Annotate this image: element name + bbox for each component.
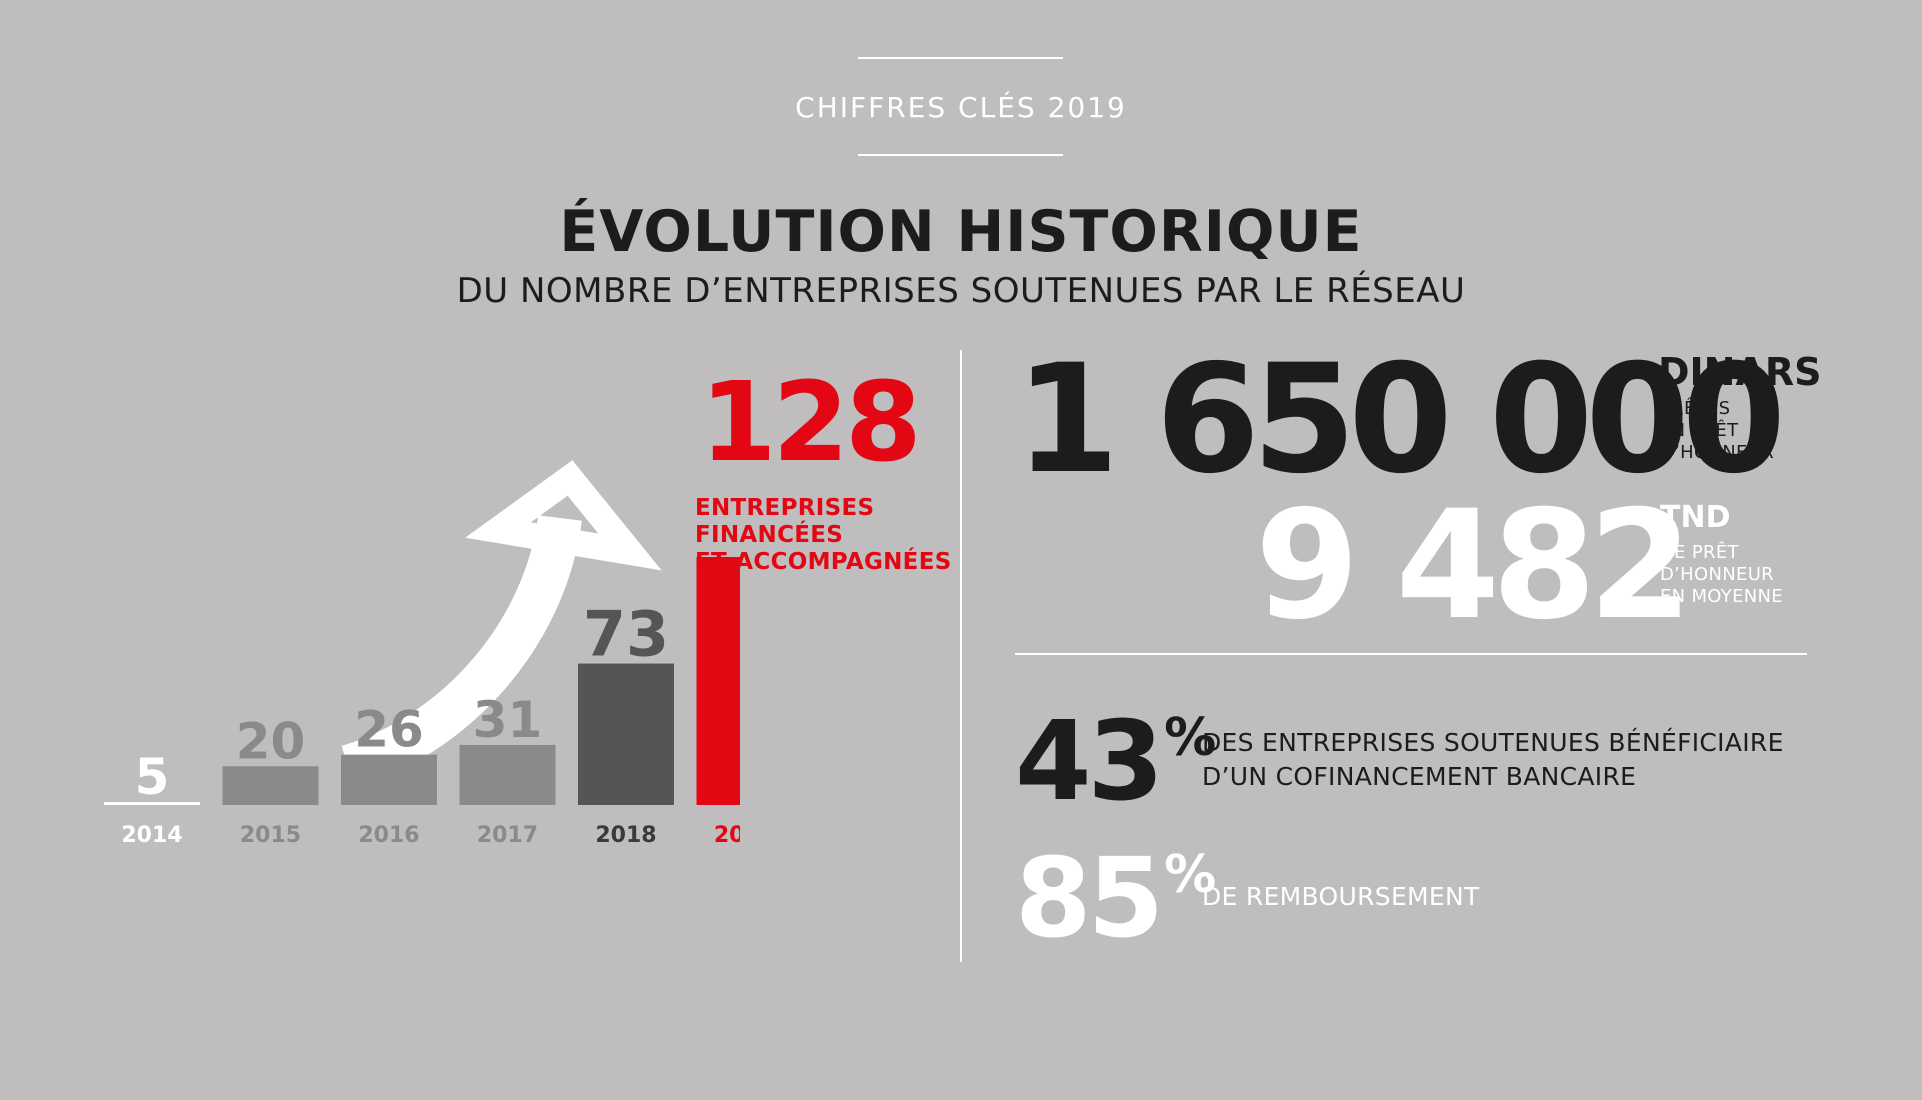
value-label-2018: 73	[583, 598, 669, 671]
value-label-2017: 31	[473, 691, 543, 749]
tick-label-2019: 2019	[714, 823, 740, 848]
header-top-rule	[858, 57, 1063, 59]
value-label-2015: 20	[236, 712, 306, 770]
average-unit: TND	[1660, 500, 1731, 535]
value-label-2016: 26	[354, 701, 424, 759]
bar-2015	[222, 766, 319, 805]
highlight-label-line: FINANCÉES	[695, 522, 844, 548]
repayment-caption-line: DE REMBOURSEMENT	[1202, 882, 1480, 911]
highlight-value: 128	[700, 358, 922, 486]
highlight-label: ENTREPRISES FINANCÉES ET ACCOMPAGNÉES	[695, 495, 952, 576]
bar-chart: 5 2014 20 2015 26 2016 31 2017 73 2018 2019	[104, 460, 740, 848]
tick-label-2018: 2018	[595, 823, 656, 848]
bar-2016	[341, 754, 437, 805]
average-caption-line: DE PRÊT	[1660, 542, 1739, 563]
header-label: CHIFFRES CLÉS 2019	[795, 91, 1127, 124]
average-value: 9 482	[1255, 479, 1693, 653]
page-subtitle: DU NOMBRE D’ENTREPRISES SOUTENUES PAR LE…	[456, 271, 1466, 311]
tick-label-2014: 2014	[121, 823, 182, 848]
average-caption-line: D’HONNEUR	[1660, 564, 1774, 585]
tick-label-2015: 2015	[240, 823, 301, 848]
repayment-caption: DE REMBOURSEMENT	[1202, 880, 1480, 914]
vertical-divider	[960, 350, 962, 962]
tick-label-2017: 2017	[477, 823, 538, 848]
cofinancing-percentage: 43%	[1015, 683, 1216, 816]
percent-sign: %	[1164, 845, 1217, 905]
upward-trend-arrow-icon	[341, 460, 662, 789]
bar-2019	[696, 557, 740, 805]
value-label-2014: 5	[135, 748, 170, 806]
bar-2017	[459, 744, 556, 805]
repayment-percentage: 85%	[1015, 820, 1216, 953]
amount-caption-line: PRÊTÉS	[1660, 398, 1731, 419]
page-title: ÉVOLUTION HISTORIQUE	[559, 199, 1363, 265]
highlight-label-line: ET ACCOMPAGNÉES	[695, 549, 952, 575]
cofinancing-caption-line: D’UN COFINANCEMENT BANCAIRE	[1202, 762, 1637, 791]
amount-unit: DINARS	[1658, 350, 1822, 394]
amount-caption-line: D’HONNEUR	[1660, 442, 1774, 463]
header-bottom-rule	[858, 154, 1063, 156]
bar-2018	[578, 663, 674, 805]
average-caption-line: EN MOYENNE	[1660, 586, 1783, 607]
amount-caption: PRÊTÉS EN PRÊT D’HONNEUR	[1660, 398, 1774, 464]
repayment-value: 85	[1015, 834, 1164, 962]
average-caption: DE PRÊT D’HONNEUR EN MOYENNE	[1660, 542, 1783, 608]
percent-sign: %	[1164, 708, 1217, 768]
amount-value: 1 650 000	[1015, 333, 1786, 507]
highlight-label-line: ENTREPRISES	[695, 495, 875, 521]
cofinancing-value: 43	[1015, 697, 1164, 825]
amount-caption-line: EN PRÊT	[1660, 420, 1739, 441]
bar-2014	[104, 802, 200, 805]
cofinancing-caption: DES ENTREPRISES SOUTENUES BÉNÉFICIAIRE D…	[1202, 726, 1784, 794]
cofinancing-caption-line: DES ENTREPRISES SOUTENUES BÉNÉFICIAIRE	[1202, 728, 1784, 757]
horizontal-divider	[1015, 653, 1807, 655]
tick-label-2016: 2016	[358, 823, 419, 848]
